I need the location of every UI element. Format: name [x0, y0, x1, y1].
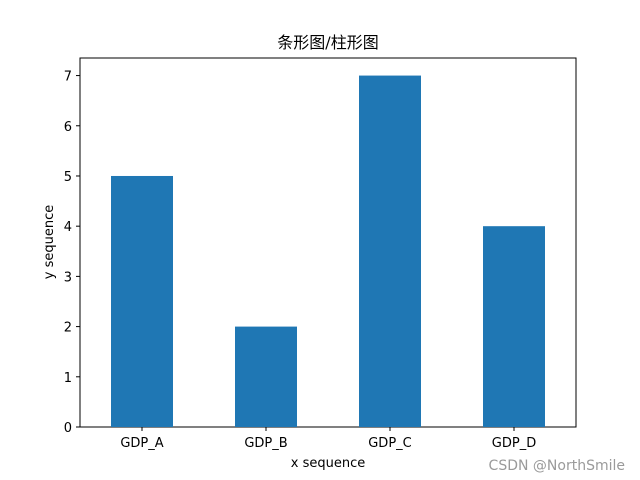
plot-frame	[79, 57, 577, 428]
bar-GDP_A	[111, 175, 173, 427]
y-tick-label: 6	[64, 120, 72, 135]
y-tick-label: 4	[64, 220, 72, 235]
y-axis: 0 1 2 3 4 5 6 7	[64, 70, 80, 436]
x-tick-label: GDP_B	[244, 436, 287, 451]
x-axis: GDP_A GDP_B GDP_C GDP_D	[120, 427, 536, 451]
y-tick-label: 7	[64, 70, 72, 85]
y-tick-label: 0	[64, 421, 72, 436]
bar-GDP_C	[359, 75, 421, 428]
watermark-text: CSDN @NorthSmile	[489, 458, 625, 474]
x-tick-label: GDP_D	[492, 436, 536, 451]
x-tick-label: GDP_C	[368, 436, 412, 451]
bars-group	[111, 75, 545, 428]
x-tick-label: GDP_A	[120, 436, 163, 451]
y-axis-label: y sequence	[42, 205, 57, 279]
plot-area: 0 1 2 3 4 5 6 7 GDP_A GDP_B GDP_C GDP_D	[64, 57, 577, 451]
y-tick-label: 3	[64, 270, 72, 285]
x-axis-label: x sequence	[291, 456, 365, 471]
y-tick-label: 2	[64, 321, 72, 336]
bar-GDP_D	[483, 226, 545, 427]
y-tick-label: 5	[64, 170, 72, 185]
bar-GDP_B	[235, 326, 297, 427]
y-tick-label: 1	[64, 371, 72, 386]
chart-title: 条形图/柱形图	[277, 33, 378, 52]
